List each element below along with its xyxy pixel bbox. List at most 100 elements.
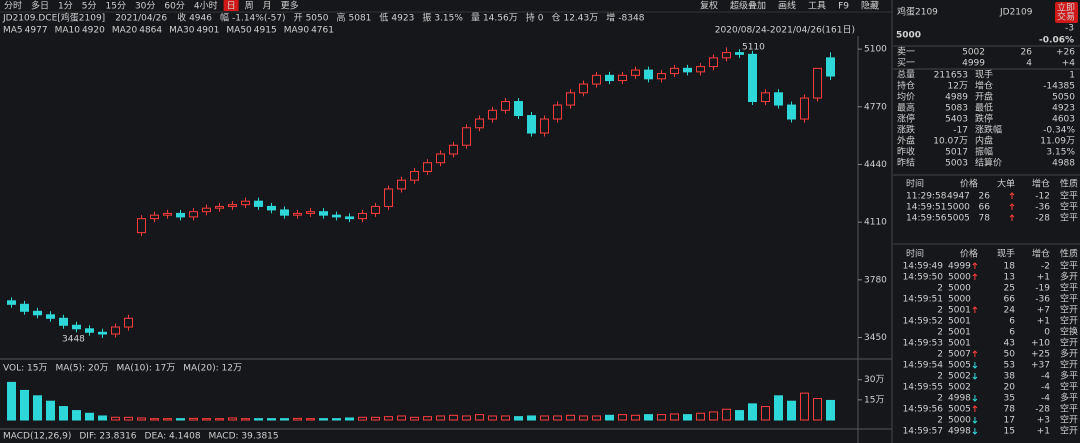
volume-bar [761,406,770,421]
candle-body [410,170,419,181]
tool-button[interactable]: 隐藏 [861,0,879,12]
period-tab[interactable]: 更多 [281,0,299,12]
candle-body [514,101,523,117]
direction-arrow [972,350,978,357]
tick-oi: +37 [1031,361,1050,371]
quote-value: -1.14%(-57) [232,14,286,24]
candle-body [176,212,185,218]
period-tab[interactable]: 60分 [164,1,184,12]
table-header: 时间 [906,178,924,190]
stat-label: 增仓 [975,80,993,92]
stat-value: 4603 [1052,115,1075,125]
y-tick-label: 3780 [864,275,887,285]
ma-label: MA5 [3,26,23,36]
volume-bar [488,415,497,421]
period-tab[interactable]: 1分 [58,1,73,12]
tool-button[interactable]: F9 [838,2,849,12]
instrument-code: JD2109 [999,8,1033,18]
tick-oi: +1 [1037,273,1050,283]
volume-header: VOL: 15万 [3,364,47,374]
volume-bar [709,411,718,421]
tick-nature: 空平 [1060,293,1078,305]
trade-button[interactable] [1055,2,1078,23]
candle-body [228,204,237,207]
tick-time: 14:59:49 [903,262,944,272]
period-tab[interactable]: 多日 [31,0,49,12]
volume-bar [280,418,289,421]
tick-volume: 13 [1004,273,1015,283]
y-tick-label: 3450 [864,333,887,343]
tool-button[interactable]: 画线 [778,0,796,12]
candle-body [774,92,783,106]
volume-bar [605,414,614,421]
candle-body [540,118,549,134]
tick-price: 5001 [948,339,971,349]
tick-volume: 6 [1009,317,1015,327]
period-tab[interactable]: 4小时 [194,0,218,12]
stat-label: 总量 [897,69,915,81]
volume-bar [644,414,653,421]
tool-button[interactable]: 工具 [808,1,826,12]
period-tab[interactable]: 日 [227,1,236,12]
table-header: 价格 [960,178,978,190]
trade-button-label: 交易 [1057,11,1075,23]
period-tab[interactable]: 分时 [4,0,22,12]
trade-time: 14:59:56 [906,214,947,224]
ma-value: 4901 [197,26,220,36]
volume-bar [735,410,744,421]
stat-label: 涨跌幅 [975,124,1002,136]
tick-nature: 空换 [1060,326,1078,338]
quote-value: 14.56万 [483,14,518,24]
volume-bar [462,415,471,421]
period-tab[interactable]: 月 [263,1,272,12]
tick-price: 5000 [948,284,971,294]
volume-bar [579,415,588,421]
tick-price: 5007 [948,350,971,360]
volume-bar [293,417,302,421]
period-tab[interactable]: 5分 [82,1,97,12]
book-volume: 26 [1021,48,1033,58]
tick-volume: 66 [1004,295,1016,305]
tick-nature: 多平 [1060,370,1078,382]
tool-button[interactable]: 超级叠加 [730,0,766,12]
quote-label: 幅 [220,12,229,24]
candle-body [267,205,276,211]
volume-bar [306,418,315,421]
volume-bar [254,418,263,421]
period-tab[interactable]: 30分 [135,1,155,12]
direction-arrow [972,428,978,435]
table-header: 现手 [997,248,1015,260]
quote-label: 仓 [551,12,560,24]
period-tab[interactable]: 15分 [106,1,126,12]
volume-bar [657,414,666,421]
candle-body [670,67,679,75]
tick-volume: 17 [1004,416,1015,426]
volume-bar [527,415,536,421]
tick-oi: 0 [1044,328,1050,338]
tick-oi: -4 [1041,383,1050,393]
book-delta: +4 [1062,59,1076,69]
ma-value: 4977 [25,26,48,36]
volume-bar [540,415,549,421]
table-header: 价格 [960,248,978,260]
book-label: 买一 [897,58,915,69]
stat-label: 跌停 [975,113,993,125]
volume-bar [189,417,198,421]
stat-value: 5083 [945,104,968,114]
trade-oi: -36 [1035,203,1050,213]
tick-volume: 50 [1004,350,1016,360]
y-tick-label: 4110 [864,218,887,228]
quote-value: 4946 [189,14,212,24]
period-tab[interactable]: 周 [245,1,254,12]
quote-label: 振 [422,12,431,24]
trade-nature: 空平 [1060,212,1078,224]
ma-label: MA90 [284,26,310,36]
volume-bar [501,415,510,421]
table-header: 性质 [1060,178,1078,190]
tick-price: 5002 [948,372,971,382]
tool-button[interactable]: 复权 [700,0,718,12]
tick-oi: -4 [1041,394,1050,404]
stat-value: 211653 [934,71,968,81]
